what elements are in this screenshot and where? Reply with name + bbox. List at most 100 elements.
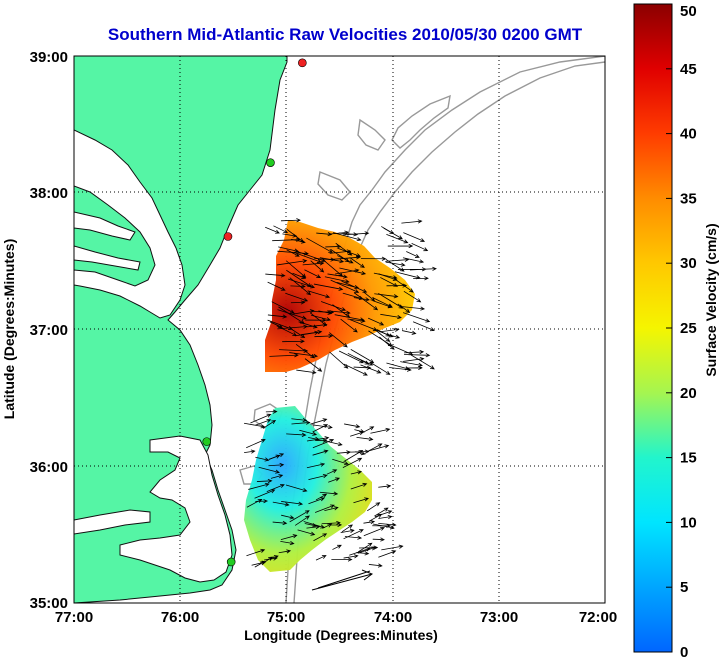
velocity-vector [277,309,307,320]
velocity-vector [329,332,348,348]
colorbar-tick-label: 15 [680,450,697,467]
velocity-vector [248,482,270,490]
velocity-vector [353,292,379,311]
velocity-vector [285,292,309,302]
velocity-vector [304,523,318,528]
velocity-vector [315,555,327,561]
velocity-vector [291,329,306,339]
velocity-vector [291,417,308,423]
velocity-vector [292,272,307,279]
colorbar-label: Surface Velocity (cm/s) [703,223,719,376]
x-tick-label: 74:00 [374,609,412,626]
velocity-vector [370,427,391,434]
velocity-vector [350,482,368,490]
plot-frame [73,55,606,604]
velocity-vector [405,365,423,370]
velocity-vector [387,243,414,249]
radar-stations [202,58,307,567]
velocity-vector [258,466,280,474]
velocity-vector [318,310,333,315]
velocity-vector [331,557,353,562]
y-tick-labels: 39:00 38:00 37:00 36:00 35:00 [30,49,68,612]
velocity-vector [289,352,318,358]
velocity-vector [281,218,301,223]
velocity-vector [316,438,328,443]
velocity-vector [250,413,272,424]
velocity-vector [343,529,364,540]
velocity-vector [263,556,274,563]
velocity-vector [255,418,272,426]
velocity-vector [404,349,425,355]
velocity-vector [268,454,281,460]
velocity-vector [381,544,404,551]
velocity-vector [299,429,318,436]
velocity-vector [254,489,276,499]
velocity-vector [413,276,429,281]
velocity-vector [411,243,429,252]
plot-area [73,55,606,604]
velocity-vector [337,248,362,258]
velocity-vector [337,255,354,264]
velocity-vector [389,367,412,372]
velocity-vector [309,312,328,327]
velocity-vector [290,300,306,305]
velocity-vector [286,432,307,437]
velocity-vector [399,305,426,311]
y-tick-label: 38:00 [30,185,68,202]
velocity-vector [350,470,363,475]
velocity-vector [308,497,325,505]
velocity-vector [312,438,335,449]
velocity-vector [378,550,397,558]
colorbar-tick-label: 20 [680,385,697,402]
velocity-vector [385,257,410,262]
velocity-vector [344,423,361,429]
velocity-vector [243,422,266,429]
velocity-vector [343,450,364,462]
velocity-vector [367,502,381,512]
grid-lines [74,56,605,603]
velocity-vector [367,317,385,326]
velocity-vector [254,561,265,568]
x-tick-label: 76:00 [161,609,199,626]
velocity-vector [372,523,391,528]
velocity-vector [285,484,308,493]
velocity-vector [330,522,343,528]
velocity-vector [256,478,273,484]
velocity-vector [316,232,333,237]
velocity-vector [394,271,421,280]
velocity-vector [368,513,383,522]
velocity-vector [374,329,391,342]
velocity-vector [397,303,411,313]
velocity-vector [354,429,365,434]
x-tick-label: 72:00 [579,609,617,626]
velocity-vector [360,256,387,261]
velocity-vector [273,225,289,233]
velocity-vector [265,273,286,278]
velocity-vector [306,462,326,469]
velocity-vector [246,438,266,449]
velocity-vector [338,350,364,364]
velocity-vectors-north [265,218,437,376]
map-title: Southern Mid-Atlantic Raw Velocities 201… [108,25,583,44]
velocity-vector [380,313,402,320]
velocity-vector [368,563,383,568]
velocity-vector [304,358,323,372]
velocity-vector [324,276,350,284]
velocity-vector [362,426,375,433]
velocity-vector [378,514,393,520]
velocity-vector [276,259,308,266]
velocity-vector [380,277,399,287]
colorbar-tick-label: 10 [680,514,697,531]
velocity-vector [341,524,353,533]
velocity-vector [267,314,288,319]
velocity-field-north [265,220,415,372]
velocity-vector [403,356,425,362]
velocity-vector [359,545,379,550]
velocity-vector [372,297,393,308]
velocity-vector [313,283,344,291]
velocity-vector [270,474,284,479]
velocity-vector [282,339,305,344]
velocity-vector [296,369,317,375]
velocity-vector [331,255,361,260]
